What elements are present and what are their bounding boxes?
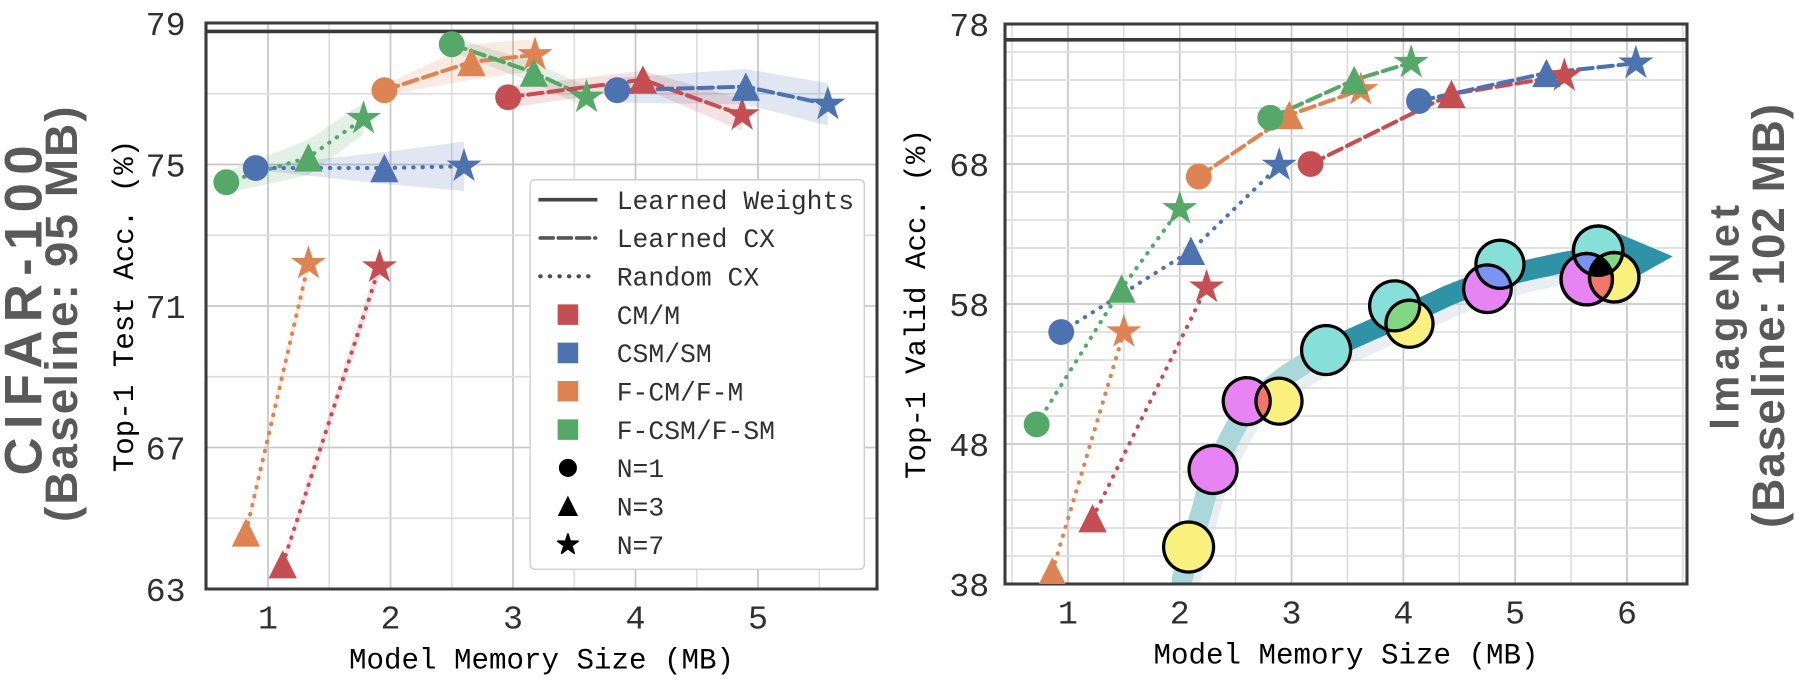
svg-text:78: 78 xyxy=(949,9,989,47)
svg-text:5: 5 xyxy=(748,601,768,639)
svg-text:3: 3 xyxy=(1282,596,1302,634)
svg-text:68: 68 xyxy=(949,149,989,187)
svg-text:2: 2 xyxy=(1170,596,1190,634)
svg-text:3: 3 xyxy=(503,601,523,639)
svg-text:58: 58 xyxy=(949,289,989,327)
svg-text:38: 38 xyxy=(949,569,989,607)
svg-text:6: 6 xyxy=(1617,596,1637,634)
svg-text:N=1: N=1 xyxy=(617,455,664,485)
svg-text:(Baseline: 95 MB): (Baseline: 95 MB) xyxy=(36,104,87,522)
svg-text:1: 1 xyxy=(258,601,278,639)
svg-text:2: 2 xyxy=(380,601,400,639)
svg-text:Learned CX: Learned CX xyxy=(617,225,775,255)
svg-text:63: 63 xyxy=(146,574,186,612)
svg-text:F-CSM/F-SM: F-CSM/F-SM xyxy=(617,417,775,447)
svg-text:71: 71 xyxy=(146,291,186,329)
svg-text:4: 4 xyxy=(626,601,646,639)
svg-text:N=3: N=3 xyxy=(617,493,664,523)
svg-text:67: 67 xyxy=(146,433,186,471)
svg-text:1: 1 xyxy=(1058,596,1078,634)
svg-text:CM/M: CM/M xyxy=(617,302,680,332)
svg-text:F-CM/F-M: F-CM/F-M xyxy=(617,379,744,409)
svg-text:Random CX: Random CX xyxy=(617,264,760,294)
svg-text:Learned Weights: Learned Weights xyxy=(617,187,854,217)
svg-text:75: 75 xyxy=(146,150,186,188)
svg-text:(Baseline: 102 MB): (Baseline: 102 MB) xyxy=(1743,103,1794,528)
svg-text:Top-1 Valid Acc. (%): Top-1 Valid Acc. (%) xyxy=(901,129,934,479)
svg-text:4: 4 xyxy=(1393,596,1413,634)
svg-text:N=7: N=7 xyxy=(617,532,664,562)
svg-text:ImageNet: ImageNet xyxy=(1700,200,1747,430)
svg-text:Model Memory Size (MB): Model Memory Size (MB) xyxy=(349,644,734,677)
svg-text:Model Memory Size (MB): Model Memory Size (MB) xyxy=(1154,639,1539,672)
svg-text:CIFAR-100: CIFAR-100 xyxy=(0,137,53,475)
svg-text:Top-1 Test Acc. (%): Top-1 Test Acc. (%) xyxy=(109,140,142,472)
svg-text:CSM/SM: CSM/SM xyxy=(617,340,712,370)
svg-text:5: 5 xyxy=(1505,596,1525,634)
svg-text:48: 48 xyxy=(949,429,989,467)
svg-text:79: 79 xyxy=(146,8,186,46)
